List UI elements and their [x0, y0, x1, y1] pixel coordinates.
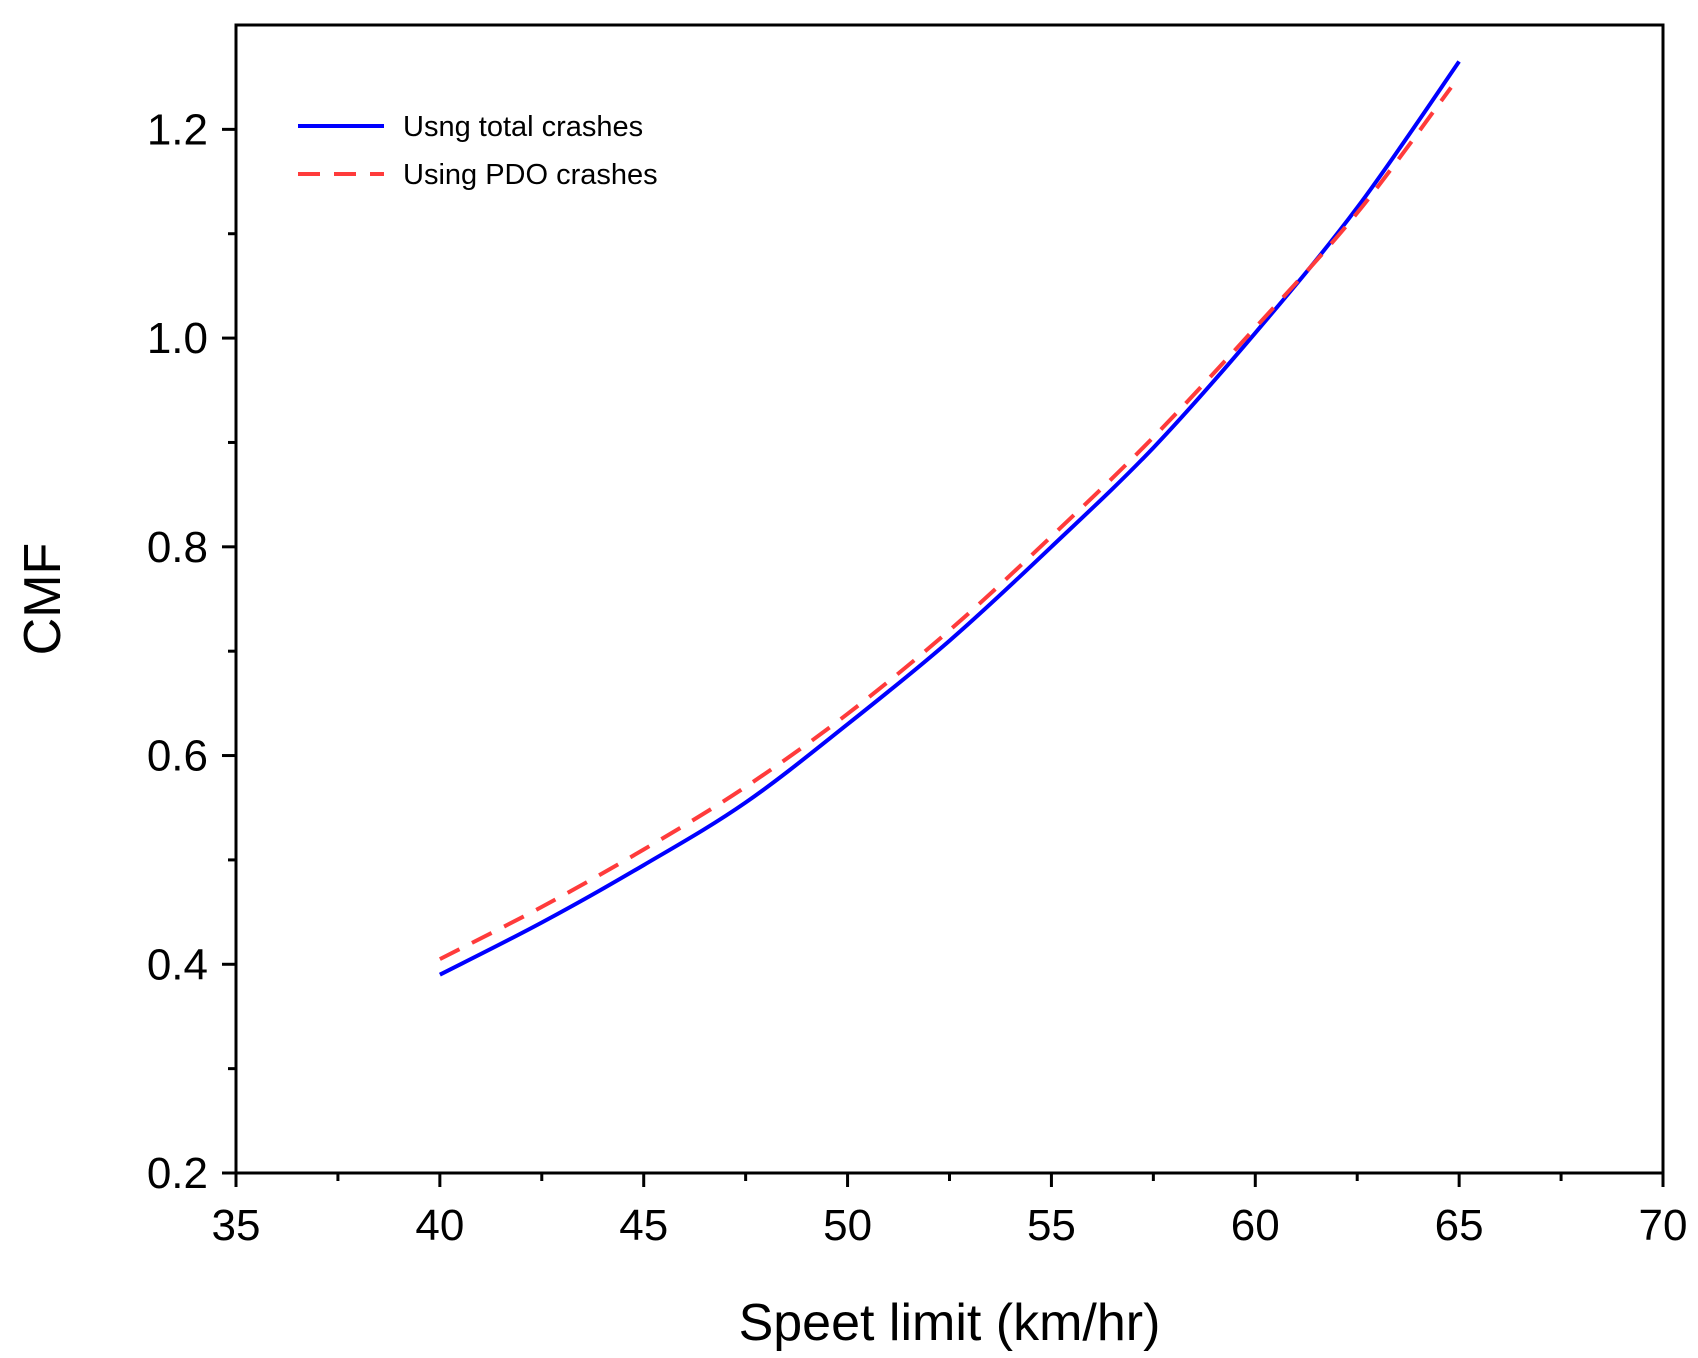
- x-tick-label: 65: [1435, 1201, 1484, 1250]
- x-axis-title: Speet limit (km/hr): [739, 1294, 1161, 1352]
- series-layer: [438, 60, 1461, 977]
- y-tick-label: 0.6: [147, 732, 208, 781]
- y-tick-label: 1.0: [147, 314, 208, 363]
- series-line-pdo-crashes: [438, 86, 1453, 961]
- x-tick-label: 45: [619, 1201, 668, 1250]
- legend-label: Usng total crashes: [403, 111, 643, 143]
- x-tick-label: 50: [823, 1201, 872, 1250]
- x-tick-label: 35: [212, 1201, 261, 1250]
- y-tick-label: 0.8: [147, 523, 208, 572]
- x-tick-label: 55: [1027, 1201, 1076, 1250]
- y-tick-label: 0.2: [147, 1149, 208, 1198]
- y-axis-title: CMF: [14, 543, 72, 656]
- x-tick-label: 40: [415, 1201, 464, 1250]
- ticks-layer: 35 40 45 50 55 60 65 70 0.2 0.4 0.6 0.8 1.0 1.2: [147, 105, 1688, 1250]
- y-tick-label: 0.4: [147, 940, 208, 989]
- y-tick-label: 1.2: [147, 105, 208, 154]
- series-line-total-crashes: [438, 60, 1461, 977]
- plot-frame: [234, 23, 1665, 1175]
- x-tick-label: 70: [1639, 1201, 1688, 1250]
- x-tick-label: 60: [1231, 1201, 1280, 1250]
- legend-label: Using PDO crashes: [403, 159, 658, 191]
- legend: Usng total crashes Using PDO crashes: [298, 111, 658, 191]
